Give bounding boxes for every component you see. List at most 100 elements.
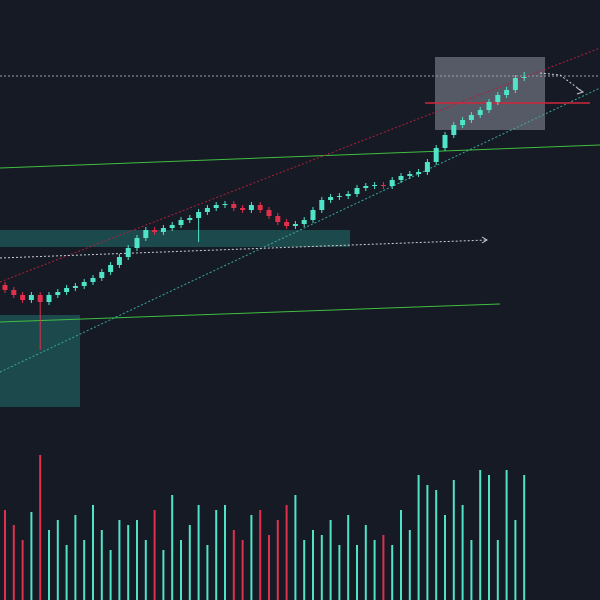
volume-bar [171, 495, 174, 600]
candle-body [504, 90, 510, 95]
candle-body [240, 208, 246, 210]
candle-body [345, 194, 351, 196]
volume-bar [479, 470, 482, 600]
candle-body [398, 176, 404, 180]
volume-bar [400, 510, 402, 600]
candle-body [55, 292, 61, 295]
candle-body [442, 135, 448, 148]
candle-body [301, 220, 307, 224]
volume-bar [276, 520, 279, 600]
candle-body [196, 212, 202, 218]
volume-bar [444, 515, 446, 600]
candle-body [81, 282, 87, 286]
candle-body [363, 186, 369, 188]
candle-body [37, 295, 43, 302]
volume-bar [329, 520, 332, 600]
volume-bar [215, 510, 218, 600]
volume-bar [452, 480, 455, 600]
volume-bar [21, 540, 24, 600]
candle-body [319, 200, 325, 210]
volume-bar [30, 512, 33, 600]
volume-bar [12, 525, 15, 600]
volume-bar [496, 540, 499, 600]
volume-bar [408, 530, 411, 600]
volume-bar [39, 455, 42, 600]
candle-body [125, 248, 131, 257]
candle-body [248, 205, 254, 210]
volume-bar [505, 470, 508, 600]
channel-line [0, 87, 600, 373]
volume-bar [153, 510, 156, 600]
candle-body [433, 148, 439, 162]
volume-bar [356, 545, 358, 600]
volume-bar [382, 535, 385, 600]
candle-body [424, 162, 430, 172]
volume-bar [197, 505, 200, 600]
candle-body [143, 230, 149, 238]
volume-bar [109, 550, 112, 600]
volume-bar [100, 530, 103, 600]
trend-line [0, 303, 501, 323]
volume-bar [83, 540, 86, 600]
volume-bar [56, 520, 59, 600]
candle-body [486, 102, 492, 110]
arrow-head [481, 236, 488, 244]
volume-bar [461, 505, 464, 600]
volume-bar [127, 525, 130, 600]
volume-bar [188, 525, 191, 600]
volume-bar [74, 515, 77, 600]
candle-body [512, 78, 518, 90]
candle-body [416, 172, 422, 174]
candle-body [20, 295, 26, 300]
candle-body [451, 125, 457, 135]
volume-bar [285, 505, 288, 600]
volume-bar [294, 495, 297, 600]
candle-body [116, 257, 122, 265]
candle-body [292, 224, 298, 226]
candle-body [99, 272, 105, 278]
projection-arrow [0, 239, 488, 259]
volume-bar [250, 515, 253, 600]
candle-body [169, 225, 175, 228]
volume-bar [224, 505, 226, 600]
volume-bar [48, 530, 50, 600]
candle-body [2, 285, 8, 290]
volume-bar [268, 535, 270, 600]
candle-body [213, 205, 219, 208]
candle-body [380, 185, 386, 186]
candle-body [46, 295, 52, 302]
candle-body [310, 210, 316, 220]
candle-body [178, 220, 184, 225]
volume-bar [391, 545, 394, 600]
trend-line [0, 144, 600, 169]
candle-body [495, 95, 501, 102]
projection-arrow [539, 72, 584, 93]
volume-bar [144, 540, 147, 600]
candle-body [389, 180, 395, 186]
volume-bar [523, 475, 526, 600]
candle-body [72, 286, 78, 288]
candle-body [266, 210, 272, 216]
volume-bar [65, 545, 68, 600]
volume-bar [241, 540, 244, 600]
candle-body [64, 288, 70, 292]
candle-body [521, 77, 527, 78]
candle-body [284, 222, 290, 226]
channel-line [0, 47, 600, 283]
candle-body [477, 110, 483, 115]
volume-bar [435, 490, 438, 600]
highlight-box [435, 57, 545, 130]
volume-bar [180, 540, 182, 600]
candle-body [28, 295, 34, 300]
volume-bar [426, 485, 429, 600]
volume-bar [4, 510, 6, 600]
volume-bar [206, 545, 209, 600]
volume-bar [417, 475, 420, 600]
volume-bar [347, 515, 350, 600]
volume-bar [338, 545, 341, 600]
candle-body [90, 278, 96, 282]
candle-body [187, 218, 193, 220]
volume-bar [303, 540, 306, 600]
volume-bar [514, 520, 517, 600]
